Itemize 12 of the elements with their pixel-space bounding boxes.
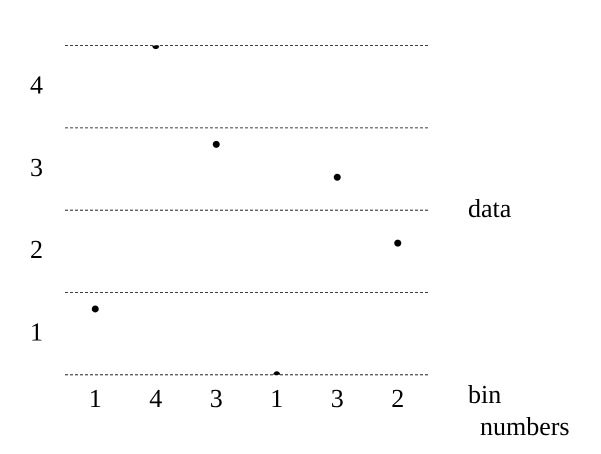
y-tick-label: 4	[30, 70, 43, 100]
x-axis-title: bin numbers	[468, 380, 570, 441]
x-tick-label: 1	[88, 384, 102, 414]
y-axis-title: data	[468, 194, 512, 224]
x-tick-label: 1	[270, 384, 284, 414]
x-tick-label: 4	[149, 384, 162, 414]
x-tick-label: 3	[210, 384, 223, 414]
y-tick-label: 3	[30, 152, 43, 182]
y-tick-label: 1	[30, 317, 43, 346]
x-tick-label: 2	[391, 384, 404, 414]
x-tick-label: 3	[330, 384, 344, 414]
y-tick-label: 2	[30, 235, 43, 264]
